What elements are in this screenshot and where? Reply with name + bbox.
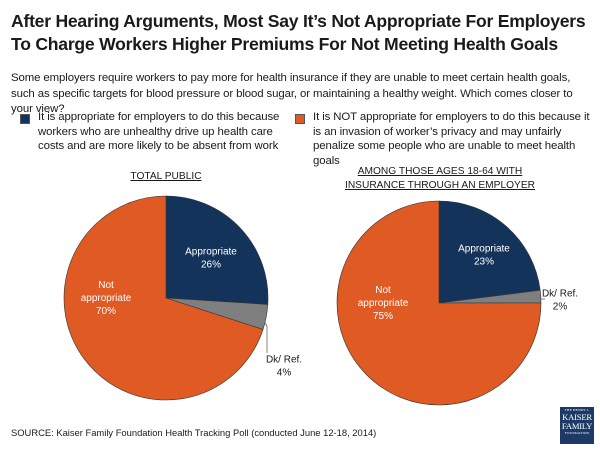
slice-name-not-appropriate: appropriate xyxy=(81,293,132,304)
legend-label-not-appropriate: It is NOT appropriate for employers to d… xyxy=(313,111,590,167)
legend-swatch-not-appropriate xyxy=(295,114,305,124)
slice-name-not-appropriate: Not xyxy=(98,280,114,291)
slice-value-dk-ref: 4% xyxy=(277,368,292,379)
legend-label-appropriate: It is appropriate for employers to do th… xyxy=(38,111,280,152)
pie-total-public: Appropriate 26% Dk/ Ref. 4% Not appropriate 70… xyxy=(63,195,302,401)
slice-label-appropriate: Appropriate 26% xyxy=(185,247,237,271)
leader-line-dk-ref xyxy=(264,322,268,353)
slice-value-appropriate: 23% xyxy=(474,257,494,268)
legend-item-not-appropriate: It is NOT appropriate for employers to d… xyxy=(295,110,595,168)
pie-slice-not-appropriate xyxy=(63,195,264,401)
pie-slice-not-appropriate xyxy=(336,200,542,406)
legend-item-appropriate: It is appropriate for employers to do th… xyxy=(20,110,290,154)
logo-line-2: KAISER xyxy=(562,412,592,422)
logo-line-3: FAMILY xyxy=(561,420,593,431)
kff-logo: THE HENRY J. KAISER FAMILY FOUNDATION xyxy=(560,407,594,444)
slice-value-appropriate: 26% xyxy=(201,260,221,271)
survey-question: Some employers require workers to pay mo… xyxy=(11,72,573,115)
slice-value-dk-ref: 2% xyxy=(553,302,568,313)
slice-name-dk-ref: Dk/ Ref. xyxy=(542,289,578,300)
slice-name-appropriate: Appropriate xyxy=(185,247,237,258)
logo-line-1: THE HENRY J. xyxy=(564,408,590,412)
slice-label-dk-ref: Dk/ Ref. 2% xyxy=(542,289,578,313)
slice-value-not-appropriate: 70% xyxy=(96,306,116,317)
slice-name-dk-ref: Dk/ Ref. xyxy=(266,355,302,366)
pie-title-total-public: TOTAL PUBLIC xyxy=(130,171,202,182)
pie-slice-appropriate xyxy=(438,200,541,304)
slice-label-not-appropriate: Not appropriate 70% xyxy=(81,280,132,317)
slice-name-not-appropriate: Not xyxy=(375,285,391,296)
source-note: SOURCE: Kaiser Family Foundation Health … xyxy=(11,427,377,438)
chart-title: After Hearing Arguments, Most Say It’s N… xyxy=(11,11,586,54)
logo-line-4: FOUNDATION xyxy=(564,431,590,435)
slice-label-dk-ref: Dk/ Ref. 4% xyxy=(266,355,302,379)
slice-value-not-appropriate: 75% xyxy=(373,311,393,322)
slice-label-appropriate: Appropriate 23% xyxy=(458,244,510,268)
pie-employer-insured: Appropriate 23% Dk/ Ref. 2% Not appropriate 75… xyxy=(336,200,578,406)
slice-name-not-appropriate: appropriate xyxy=(358,298,409,309)
pie-slice-appropriate xyxy=(165,195,269,305)
slice-label-not-appropriate: Not appropriate 75% xyxy=(358,285,409,322)
pie-title-employer-insured: AMONG THOSE AGES 18-64 WITH INSURANCE TH… xyxy=(344,166,535,191)
legend-swatch-appropriate xyxy=(20,114,30,124)
slice-name-appropriate: Appropriate xyxy=(458,244,510,255)
